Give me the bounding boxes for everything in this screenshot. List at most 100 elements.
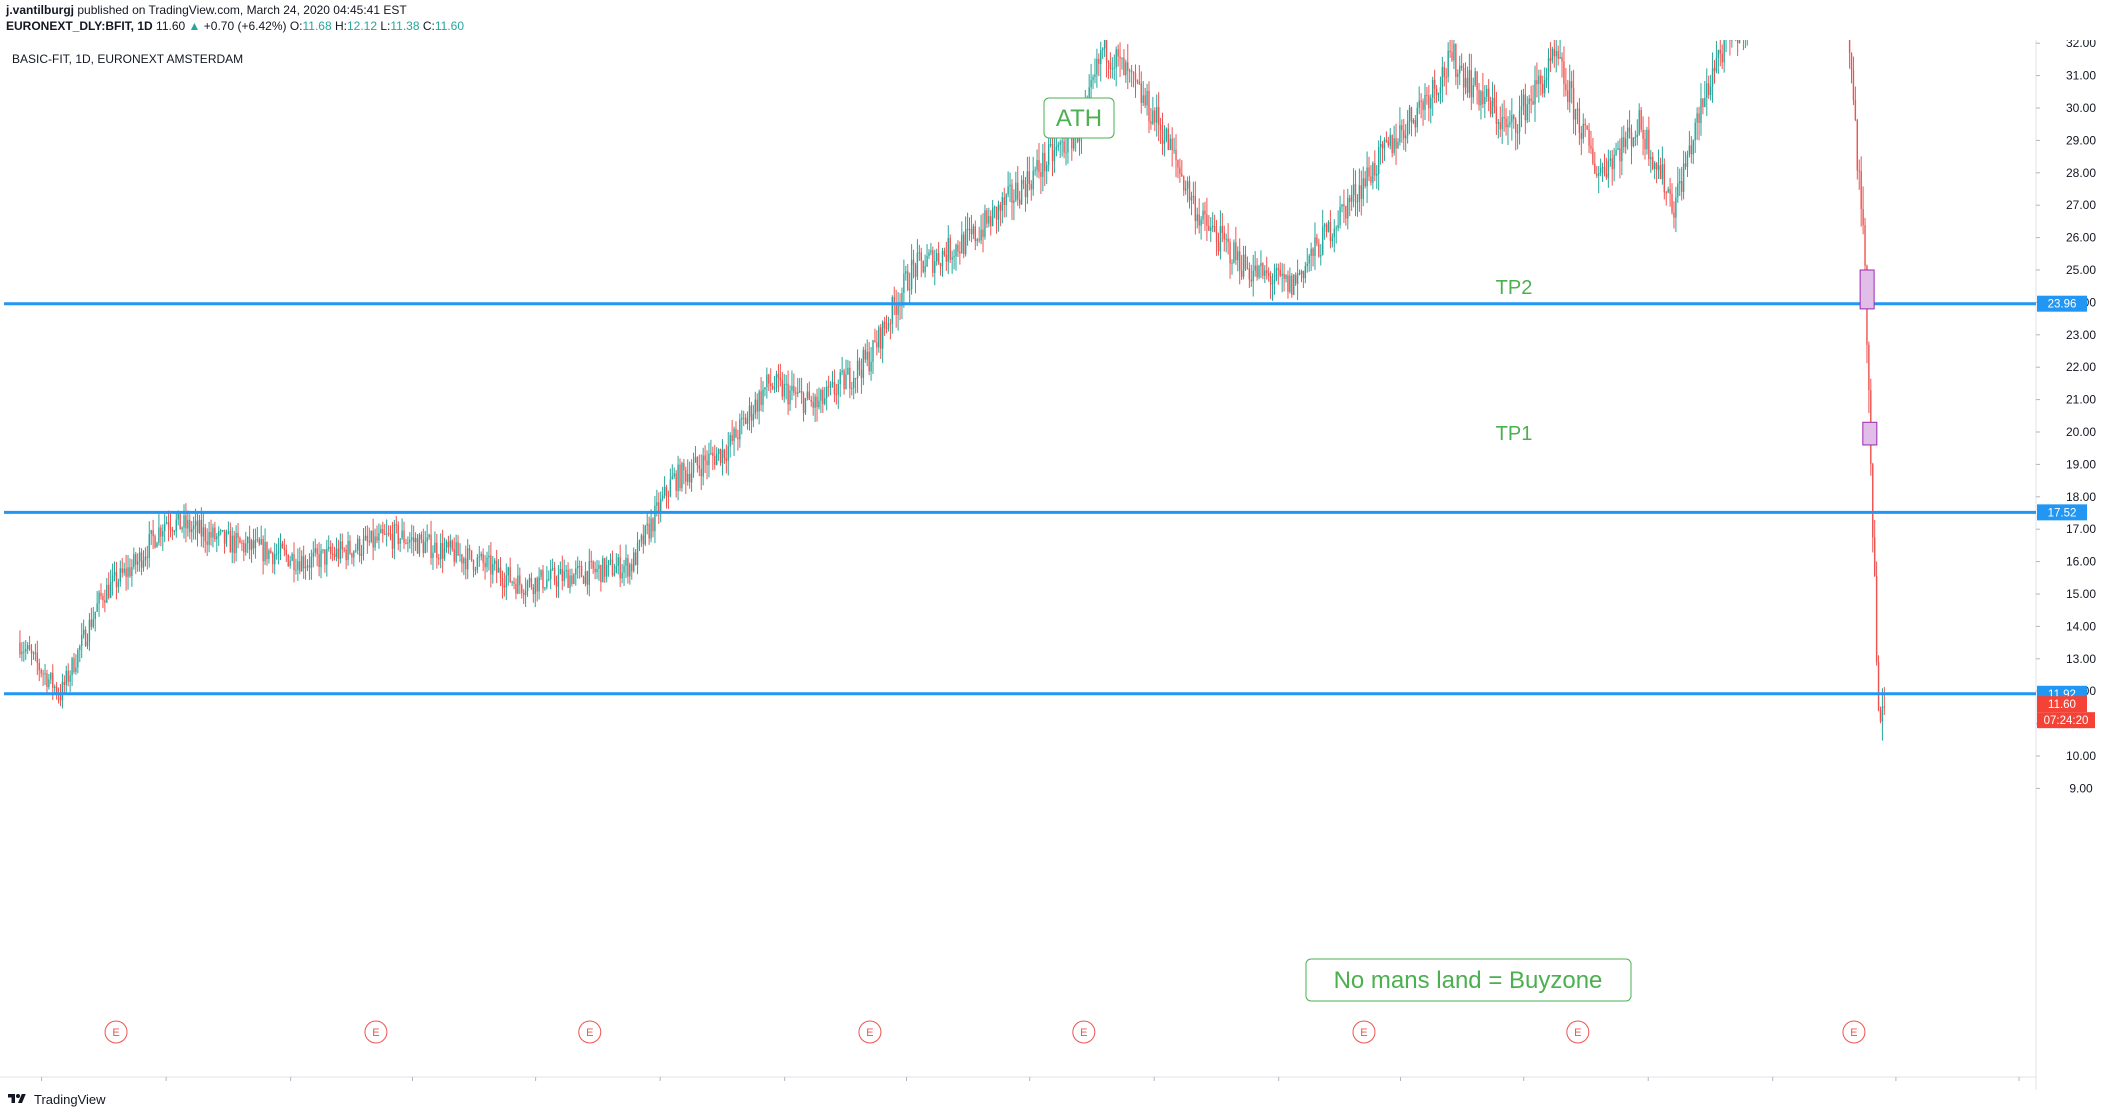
candle-body — [1713, 67, 1716, 72]
candle-body — [1242, 254, 1245, 277]
candle-body — [322, 549, 324, 551]
candle-body — [808, 391, 811, 400]
candle-body — [1592, 148, 1594, 164]
earnings-marker[interactable] — [578, 1020, 602, 1044]
candle-body — [100, 592, 102, 597]
chart-area[interactable]: 38.0037.0036.0035.0034.0033.0032.0031.00… — [0, 40, 2107, 1090]
earnings-marker[interactable] — [1352, 1020, 1376, 1044]
candle-body — [1513, 115, 1515, 120]
highlight-box — [1862, 421, 1878, 446]
candle-body — [285, 550, 287, 556]
candle-body — [1100, 50, 1102, 64]
candle-body — [1615, 150, 1617, 155]
candle-body — [741, 417, 743, 420]
close-value: 11.60 — [434, 19, 465, 33]
earnings-marker[interactable] — [1842, 1020, 1866, 1044]
candle-body — [1852, 70, 1855, 101]
symbol-line: EURONEXT_DLY:BFIT, 1D 11.60 ▲ +0.70 (+6.… — [6, 18, 464, 34]
candle-body — [146, 556, 149, 558]
candle-body — [928, 252, 930, 257]
candle-body — [1652, 157, 1654, 169]
price-chart[interactable]: 38.0037.0036.0035.0034.0033.0032.0031.00… — [0, 40, 2107, 1090]
candle-body — [106, 584, 108, 603]
candle-body — [905, 271, 907, 274]
candle-body — [331, 553, 334, 555]
tradingview-brand[interactable]: TradingView — [34, 1091, 106, 1107]
candle-body — [84, 629, 87, 646]
candle-body — [800, 390, 803, 394]
candle-body — [955, 244, 957, 257]
candle-body — [604, 558, 606, 577]
candle-body — [694, 456, 697, 463]
earnings-marker[interactable] — [104, 1020, 128, 1044]
tradingview-logo-icon[interactable] — [6, 1092, 28, 1106]
candle-body — [667, 495, 670, 497]
candle-body — [1337, 225, 1339, 228]
candle-body — [123, 568, 125, 573]
candle-body — [679, 464, 681, 489]
candle-body — [982, 229, 984, 237]
candle-body — [1368, 167, 1370, 177]
earnings-marker-label: E — [372, 1027, 379, 1039]
buyzone-text: No mans land = Buyzone — [1334, 967, 1603, 994]
candle-body — [1192, 196, 1195, 198]
candle-body — [1387, 141, 1390, 146]
candle-body — [553, 568, 556, 582]
candle-body — [623, 565, 625, 573]
candle-body — [1098, 58, 1100, 64]
candle-body — [30, 650, 33, 654]
earnings-marker[interactable] — [858, 1020, 882, 1044]
candle-body — [577, 565, 579, 569]
candle-body — [1042, 152, 1044, 177]
candle-body — [602, 558, 604, 583]
candle-body — [1497, 122, 1500, 124]
candle-body — [1426, 94, 1428, 96]
candle-body — [1435, 88, 1438, 96]
candle-body — [756, 399, 758, 412]
candle-body — [1626, 127, 1629, 139]
candle-body — [1235, 242, 1237, 261]
candle-body — [1171, 138, 1173, 150]
candle-body — [646, 523, 648, 526]
last-price: 11.60 — [156, 19, 186, 33]
earnings-marker[interactable] — [364, 1020, 388, 1044]
candle-body — [1300, 271, 1303, 275]
candle-body — [1534, 80, 1536, 105]
candle-body — [561, 568, 563, 581]
candle-body — [827, 386, 830, 388]
candle-body — [1709, 86, 1712, 96]
candle-body — [133, 554, 135, 568]
y-tick-label: 9.00 — [2069, 781, 2093, 795]
earnings-marker[interactable] — [1072, 1020, 1096, 1044]
candle-body — [1379, 143, 1382, 147]
candle-body — [1167, 128, 1169, 151]
candle-body — [1281, 273, 1283, 276]
candle-body — [1542, 83, 1544, 94]
candle-body — [241, 542, 243, 544]
candle-body — [1522, 94, 1525, 107]
earnings-marker[interactable] — [1566, 1020, 1590, 1044]
candle-body — [908, 289, 911, 291]
candle-body — [615, 566, 618, 574]
author-name[interactable]: j.vantilburgj — [6, 3, 75, 17]
candle-body — [897, 305, 899, 315]
candle-body — [1530, 98, 1532, 101]
candle-body — [1306, 263, 1308, 266]
candle-body — [439, 542, 442, 560]
candle-body — [19, 642, 21, 655]
candle-body — [494, 560, 496, 564]
candle-body — [1107, 60, 1110, 63]
candle-body — [1271, 282, 1274, 285]
candle-body — [1331, 237, 1334, 242]
candle-body — [216, 536, 218, 540]
candle-body — [1046, 164, 1048, 172]
candle-body — [1518, 110, 1521, 133]
candle-body — [98, 592, 100, 604]
candle-body — [1034, 169, 1036, 171]
candle-body — [538, 576, 540, 592]
candle-body — [1648, 129, 1650, 160]
candle-body — [611, 559, 614, 576]
candle-body — [1094, 74, 1096, 77]
candle-body — [150, 530, 152, 535]
level-price-label: 23.96 — [2048, 299, 2077, 311]
